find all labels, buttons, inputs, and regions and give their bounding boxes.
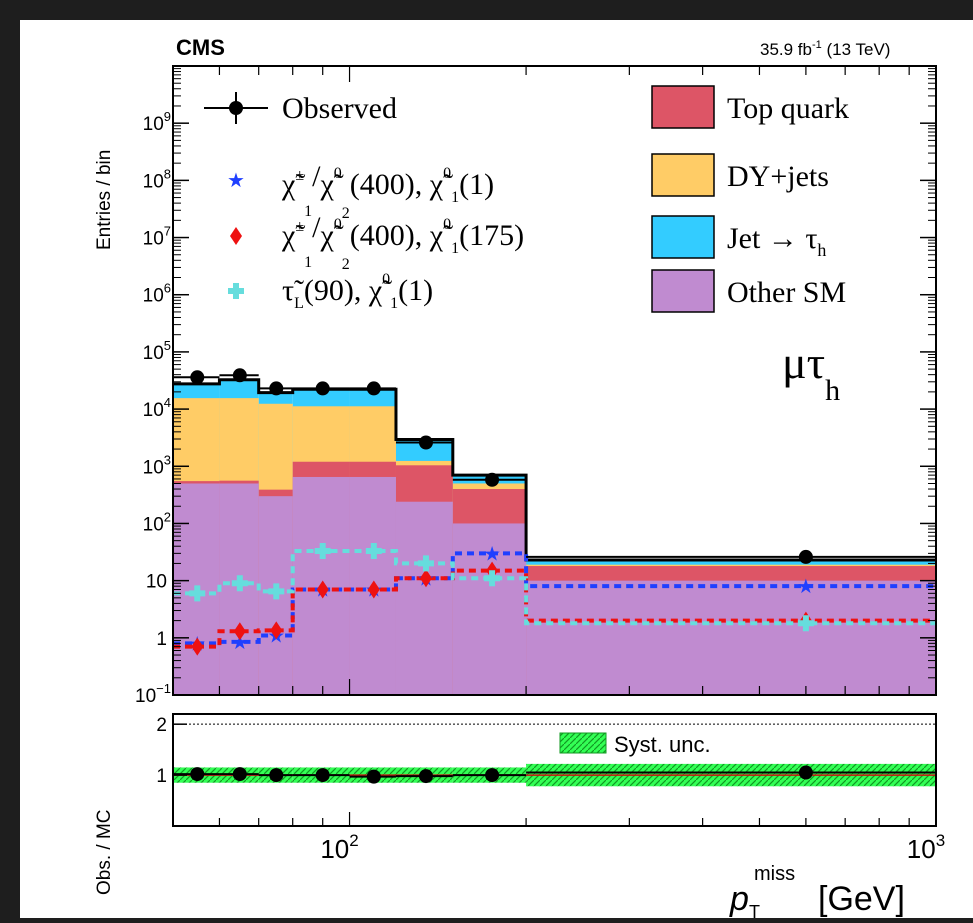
luminosity-label: 35.9 fb-1 (13 TeV) (760, 39, 890, 59)
signal-2-point (419, 569, 432, 588)
legend-top-quark-label: Top quark (727, 92, 849, 125)
main-plot-frame (172, 65, 937, 696)
observed-point (269, 381, 284, 396)
observed-point (315, 381, 330, 396)
x-tick-label: 102 (320, 831, 358, 864)
legend-top-quark-swatch (651, 85, 715, 129)
signal-2-point (316, 580, 329, 599)
ratio-y-tick-label: 2 (156, 715, 167, 736)
signal-2-point (367, 580, 380, 599)
signal-line-2 (173, 568, 936, 649)
legend-jet-tau-swatch (651, 215, 715, 259)
signal-1-point: ★ (231, 632, 249, 654)
legend-observed-label: Observed (282, 92, 397, 125)
stack-bar-other-sm (526, 580, 936, 695)
legend-signal-3-marker (228, 283, 244, 299)
y-tick-label: 102 (143, 509, 171, 535)
y-tick-label: 109 (143, 109, 171, 135)
ratio-point (485, 768, 500, 783)
y-tick-label: 106 (143, 281, 171, 307)
x-axis-label-sup: miss (754, 863, 795, 885)
signal-3-point (365, 542, 382, 559)
ratio-y-axis-label: Obs. / MC (94, 809, 115, 895)
signal-2-point (233, 622, 246, 641)
y-tick-label: 108 (143, 166, 171, 192)
legend-dy-jets-label: DY+jets (727, 160, 829, 193)
main-plot-area: ★★★★★★★★ (173, 368, 936, 695)
ratio-point (366, 769, 381, 784)
signal-3-point (231, 575, 248, 592)
observed-point (798, 549, 813, 564)
observed-point (366, 381, 381, 396)
y-tick-label: 107 (143, 224, 171, 250)
ratio-point (269, 768, 284, 783)
ratio-point (315, 768, 330, 783)
legend-observed-marker (229, 101, 243, 115)
experiment-label: CMS (176, 35, 225, 60)
observed-point (190, 370, 205, 385)
y-tick-label: 103 (143, 452, 171, 478)
y-tick-label: 10−1 (135, 681, 171, 707)
ratio-y-tick-label: 1 (156, 766, 167, 787)
ratio-plot-frame (172, 713, 937, 827)
legend-syst-unc-swatch (559, 732, 607, 754)
ratio-point (418, 769, 433, 784)
x-axis-label-unit: [GeV] (818, 880, 905, 918)
signal-3-point (484, 570, 501, 587)
y-tick-label: 104 (143, 395, 171, 421)
ratio-point (190, 767, 205, 782)
legend-signal-1-marker: ★ (227, 170, 245, 192)
signal-3-point (417, 555, 434, 572)
y-tick-label: 105 (143, 338, 171, 364)
legend-syst-unc-label: Syst. unc. (614, 732, 711, 757)
legend-other-sm-swatch (651, 269, 715, 313)
legend-jet-tau-label: Jet → τh (727, 222, 826, 260)
observed-point (232, 368, 247, 383)
legend-dy-jets-swatch (651, 153, 715, 197)
observed-point (485, 472, 500, 487)
legend-other-sm-label: Other SM (727, 276, 846, 309)
signal-line-3 (173, 548, 936, 626)
y-tick-label: 1 (156, 629, 167, 650)
signal-2-point (191, 637, 204, 656)
y-axis-label: Entries / bin (94, 150, 115, 250)
ratio-point (232, 767, 247, 782)
y-tick-label: 10 (146, 572, 167, 593)
observed-point (418, 435, 433, 450)
legend: Observed★ χ̃±1/χ̃02(400), χ̃01(1)χ̃±1/χ̃0… (204, 85, 849, 313)
legend-signal-2-label: χ̃±1/χ̃02(400), χ̃01(175) (281, 211, 524, 273)
signal-3-point (797, 615, 814, 632)
signal-1-point: ★ (483, 543, 501, 565)
x-axis-label-sub: T (749, 902, 760, 918)
channel-label: μτh (782, 337, 840, 407)
stack-bar-other-sm (452, 523, 527, 695)
signal-1-point: ★ (797, 576, 815, 598)
ratio-plot-panel: 1 2 102 103 Syst. unc. (156, 713, 945, 864)
signal-3-point (189, 585, 206, 602)
ratio-plot-area (173, 723, 936, 787)
legend-signal-3-label: τ̃L(90), χ̃01(1) (282, 271, 433, 312)
ratio-point (798, 765, 813, 780)
signal-2-point (270, 621, 283, 640)
legend-signal-2-marker (230, 227, 242, 245)
x-axis-label: p (729, 880, 749, 918)
stack-bar-other-sm (395, 501, 453, 695)
x-tick-label: 103 (907, 831, 945, 864)
signal-3-point (314, 542, 331, 559)
signal-3-point (268, 583, 285, 600)
